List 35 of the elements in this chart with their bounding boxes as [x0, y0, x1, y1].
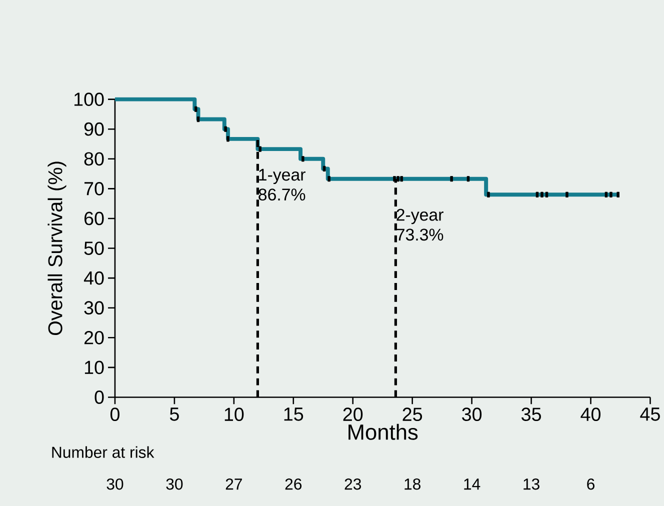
y-tick-label: 0: [94, 390, 104, 404]
text: Number at risk: [52, 446, 154, 458]
x-tick-label: 10: [224, 407, 244, 421]
text: 6: [587, 478, 594, 490]
x-tick-label: 20: [343, 407, 363, 421]
y-tick-label: 50: [84, 241, 104, 255]
x-tick-label: 45: [640, 407, 660, 421]
text: 13: [524, 478, 540, 490]
x-tick-label: 35: [521, 407, 541, 421]
x-tick-label: 5: [170, 407, 179, 421]
y-tick-label: 100: [74, 92, 104, 106]
x-tick-label: 0: [110, 407, 120, 421]
text: 23: [344, 478, 361, 490]
ref-line-label: 1-year 86.7%: [258, 168, 306, 200]
y-axis-title: Overall Survival (%): [48, 162, 66, 335]
y-tick-label: 20: [84, 330, 104, 344]
text: 14: [464, 478, 480, 490]
x-tick-label: 30: [462, 407, 482, 421]
text: 18: [404, 478, 420, 490]
y-tick-label: 40: [84, 271, 104, 285]
y-tick-label: 10: [84, 360, 104, 374]
y-tick-label: 90: [84, 122, 104, 136]
text: 26: [285, 478, 302, 490]
x-tick-label: 40: [580, 407, 600, 421]
x-tick-label: 15: [284, 407, 304, 421]
y-tick-label: 70: [84, 182, 104, 196]
x-tick-label: 25: [402, 407, 422, 421]
text: 30: [106, 478, 124, 490]
text: 30: [166, 478, 183, 490]
y-tick-label: 60: [84, 212, 104, 225]
ref-line-label: 2-year 73.3%: [396, 208, 444, 240]
y-tick-label: 30: [84, 300, 104, 314]
text: 27: [226, 478, 242, 490]
x-axis-title: Months: [348, 424, 418, 440]
y-tick-label: 80: [84, 152, 104, 166]
